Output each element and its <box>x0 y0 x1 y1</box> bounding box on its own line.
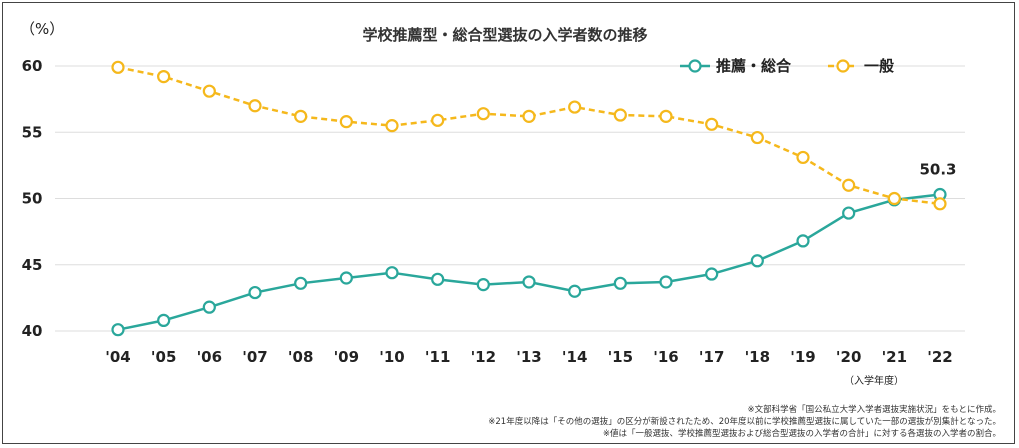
data-label: 50.3 <box>919 161 956 179</box>
data-point <box>842 206 856 220</box>
x-tick-label: '16 <box>653 348 678 366</box>
legend-label-ippan: 一般 <box>864 57 894 75</box>
x-tick-label: '17 <box>699 348 724 366</box>
data-point <box>887 191 901 206</box>
footnotes: ※文部科学省「国公私立大学入学者選抜実施状況」をもとに作成。 ※21年度以降は「… <box>488 404 1001 439</box>
data-labels: 50.3 <box>919 161 956 179</box>
data-point <box>796 234 810 248</box>
x-tick-label: '07 <box>242 348 267 366</box>
data-point <box>431 272 445 286</box>
data-point <box>750 130 764 145</box>
y-tick-label: 50 <box>22 190 43 208</box>
x-axis-unit: （入学年度） <box>844 374 904 387</box>
data-point <box>111 323 125 337</box>
x-tick-label: '11 <box>425 348 450 366</box>
data-point <box>157 69 171 84</box>
data-point <box>796 150 810 165</box>
data-point <box>842 178 856 192</box>
legend-label-suisen: 推薦・総合 <box>716 57 792 75</box>
series-group <box>111 60 947 337</box>
x-tick-label: '14 <box>562 348 587 366</box>
legend: 推薦・総合 一般 <box>680 57 894 75</box>
y-axis-ticks: 60 55 50 45 40 <box>22 57 43 340</box>
data-point <box>522 275 536 289</box>
series-1 <box>111 60 947 211</box>
x-tick-label: '22 <box>927 348 952 366</box>
data-point <box>339 271 353 285</box>
x-tick-label: '04 <box>105 348 130 366</box>
footnote-source: ※文部科学省「国公私立大学入学者選抜実施状況」をもとに作成。 <box>748 404 1001 415</box>
x-tick-label: '18 <box>745 348 770 366</box>
legend-marker-ippan <box>836 59 850 73</box>
series-line-1 <box>117 66 941 206</box>
x-tick-label: '19 <box>790 348 815 366</box>
data-point <box>568 284 582 298</box>
y-tick-label: 55 <box>22 123 43 141</box>
data-point <box>248 285 262 300</box>
data-point <box>294 276 308 290</box>
data-point <box>613 108 627 122</box>
x-tick-label: '12 <box>471 348 496 366</box>
data-point <box>157 313 171 327</box>
data-point <box>522 109 536 123</box>
data-point <box>568 100 582 114</box>
footnote-ratio: ※値は「一般選抜、学校推薦型選抜および総合型選抜の入学者の合計」に対する各選抜の… <box>603 428 1001 439</box>
x-tick-label: '15 <box>608 348 633 366</box>
legend-item-ippan: 一般 <box>828 57 894 75</box>
data-point <box>659 109 673 123</box>
data-point <box>659 275 673 289</box>
data-point <box>202 300 216 314</box>
legend-marker-suisen <box>688 59 702 73</box>
data-point <box>248 99 262 113</box>
data-point <box>202 84 216 98</box>
gridlines <box>55 65 965 332</box>
x-tick-label: '08 <box>288 348 313 366</box>
data-point <box>431 113 445 127</box>
data-point <box>705 267 719 281</box>
data-point <box>933 197 947 211</box>
data-point <box>705 117 719 131</box>
data-point <box>385 266 399 280</box>
x-tick-label: '13 <box>516 348 541 366</box>
data-point <box>339 115 353 129</box>
x-tick-label: '09 <box>334 348 359 366</box>
y-tick-label: 40 <box>22 322 43 340</box>
legend-item-suisen: 推薦・総合 <box>680 57 792 75</box>
x-tick-label: '21 <box>882 348 907 366</box>
y-axis-unit: （%） <box>20 20 64 38</box>
y-tick-label: 45 <box>22 256 43 274</box>
data-point <box>385 119 399 133</box>
data-point <box>613 276 627 290</box>
series-0 <box>111 187 947 337</box>
data-point <box>111 60 125 74</box>
series-line-0 <box>117 193 941 331</box>
x-tick-label: '20 <box>836 348 861 366</box>
data-point <box>476 107 490 121</box>
data-point <box>476 278 490 292</box>
x-tick-label: '10 <box>379 348 404 366</box>
data-point <box>750 254 764 268</box>
x-axis-ticks: '04 '05 '06 '07 '08 '09 '10 '11 '12 '13 '14 '15 '16 '… <box>105 348 952 366</box>
data-point <box>294 109 308 123</box>
footnote-category: ※21年度以降は「その他の選抜」の区分が新設されたため、20年度以前に学校推薦型… <box>488 416 1001 427</box>
x-tick-label: '05 <box>151 348 176 366</box>
chart-title: 学校推薦型・総合型選抜の入学者数の推移 <box>362 26 647 44</box>
x-tick-label: '06 <box>197 348 222 366</box>
y-tick-label: 60 <box>22 57 43 75</box>
